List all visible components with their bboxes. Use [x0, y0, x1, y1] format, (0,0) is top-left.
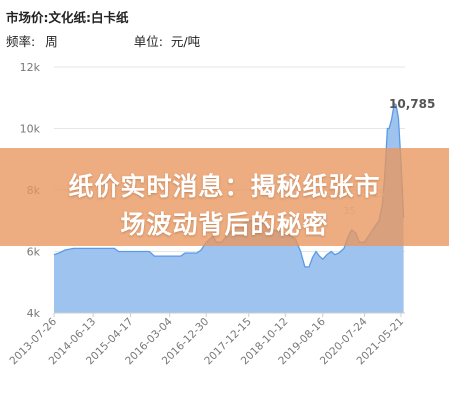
- y-tick-label: 4k: [27, 307, 41, 320]
- y-tick-label: 12k: [20, 61, 41, 74]
- last-value-label: 10,785: [389, 97, 435, 111]
- x-axis: 2013-07-262014-06-132015-04-172016-03-04…: [7, 312, 406, 367]
- y-tick-label: 6k: [27, 246, 41, 259]
- unit-value: 元/吨: [170, 34, 201, 49]
- headline-banner: [0, 148, 449, 246]
- series-area-fill: [54, 103, 404, 314]
- market-title: 市场价:文化纸:白卡纸: [6, 10, 129, 25]
- y-tick-label: 10k: [20, 123, 41, 136]
- unit-label: 单位:: [133, 34, 163, 49]
- headline-line-2: 场波动背后的秘密: [120, 210, 329, 239]
- meta-row: 频率: 周 单位: 元/吨: [6, 31, 200, 50]
- headline-line-1: 纸价实时消息：揭秘纸张市: [68, 172, 381, 201]
- frequency-label: 频率:: [6, 34, 36, 49]
- frequency-value: 周: [45, 34, 58, 49]
